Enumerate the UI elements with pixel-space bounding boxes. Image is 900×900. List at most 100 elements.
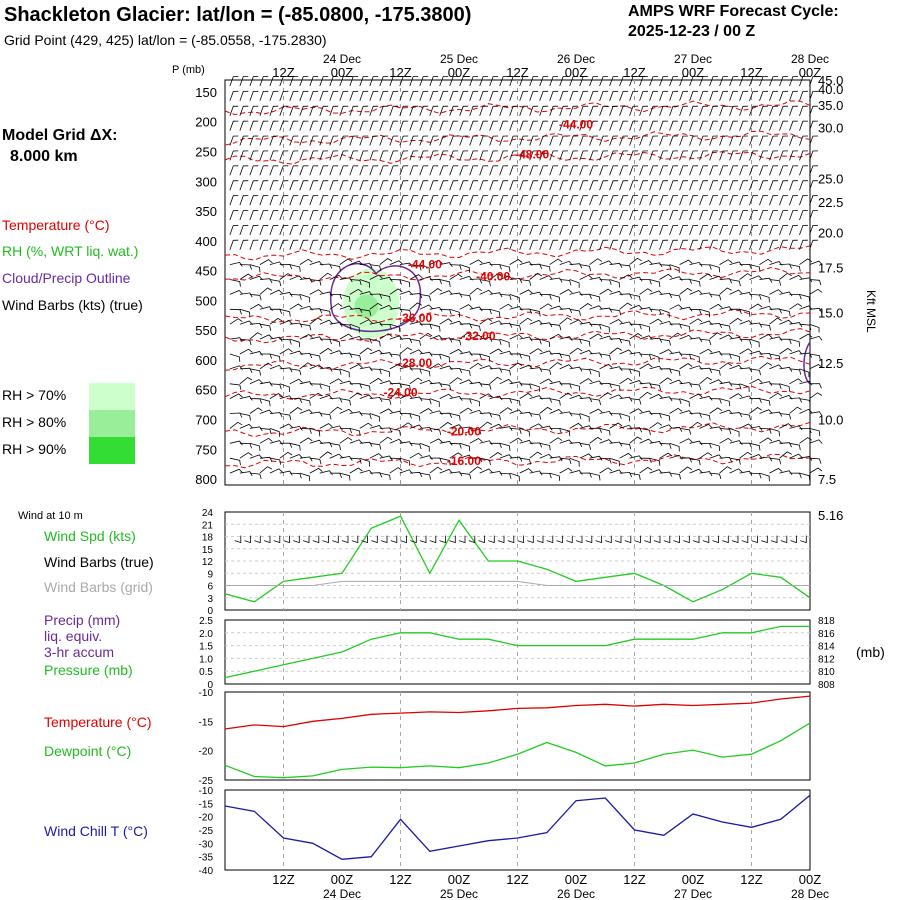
wind-ytick-9: 9 xyxy=(207,569,213,580)
wind-barb xyxy=(319,180,329,191)
temperature-label-0: -44.00 xyxy=(559,118,593,132)
wind-barb xyxy=(799,180,808,191)
wind-barb xyxy=(629,472,641,480)
wind-barb xyxy=(679,334,693,340)
wind-barb xyxy=(599,105,609,116)
wind-barb xyxy=(389,224,399,236)
wind-barb xyxy=(529,367,543,373)
wind-barb xyxy=(329,105,339,116)
wind-barb xyxy=(409,90,419,101)
wind-barb xyxy=(799,239,808,250)
wind-barb xyxy=(529,423,543,429)
wind-barb xyxy=(809,260,823,266)
wind-barb xyxy=(239,135,249,146)
wind-barb xyxy=(449,239,459,250)
wind-barb xyxy=(699,348,713,355)
wind-barb xyxy=(419,239,429,250)
wind-barb xyxy=(449,377,463,385)
wind-barb xyxy=(749,397,762,404)
wind-barb xyxy=(329,350,343,355)
wind-barb xyxy=(349,239,359,250)
wind-barb xyxy=(349,392,363,399)
wind-barb xyxy=(499,150,509,161)
wind-barb xyxy=(689,468,703,474)
wind-barb xyxy=(659,471,673,477)
wind-barb xyxy=(519,353,531,362)
wind-barb xyxy=(559,353,571,361)
wind-barb xyxy=(629,398,642,405)
wind-barb xyxy=(229,412,243,418)
legend-temperature: Temperature (°C) xyxy=(2,217,110,233)
wind-barb xyxy=(489,135,499,146)
wind-barb-true xyxy=(371,535,378,544)
wind-barb xyxy=(749,294,762,300)
wind-barb xyxy=(529,210,539,221)
wind-barb xyxy=(259,76,269,87)
pressure-tick-650: 650 xyxy=(195,383,217,398)
wind-barb xyxy=(759,90,769,101)
wind-barb xyxy=(719,195,729,206)
wind-barb-true xyxy=(322,535,329,544)
wind-barb xyxy=(549,398,561,406)
rh80-label: RH > 80% xyxy=(2,414,67,430)
wind-barb xyxy=(309,224,319,236)
wind-barb xyxy=(709,195,719,206)
wind-barb xyxy=(629,304,643,310)
wind-barb xyxy=(579,264,591,272)
wind-barb xyxy=(489,376,502,385)
wind-barb xyxy=(539,338,550,348)
wind-barb xyxy=(529,348,543,355)
wind-barb xyxy=(789,165,798,176)
wind-barb xyxy=(679,120,689,131)
wind-barb xyxy=(659,452,673,459)
wind-barb xyxy=(769,224,779,236)
wind-barb xyxy=(259,165,269,176)
wind-barb xyxy=(639,391,652,399)
wind-barb xyxy=(289,120,299,131)
wind-barb xyxy=(449,165,459,176)
top-time-tick-2: 12Z xyxy=(389,65,411,80)
wind-barb xyxy=(269,353,281,362)
wind-barb xyxy=(529,272,543,280)
wind-barb xyxy=(729,150,739,161)
wind-barb xyxy=(719,428,732,435)
wind-barb xyxy=(379,294,391,302)
wind-barb xyxy=(279,338,292,345)
wind-barb xyxy=(509,150,519,161)
bottom-time-tick-5: 00Z xyxy=(565,872,587,887)
wind-barb xyxy=(709,90,719,101)
wind-barb xyxy=(449,348,463,355)
wind-barb xyxy=(599,363,613,370)
wind-barb xyxy=(549,135,559,146)
wind-barb xyxy=(569,319,583,325)
wind-barb xyxy=(609,422,623,429)
wind-barb xyxy=(419,368,431,377)
wind-barb xyxy=(749,425,763,431)
wind-barb xyxy=(469,306,483,312)
wind-barb xyxy=(289,397,303,404)
wind-barb xyxy=(389,428,401,436)
wind-barb xyxy=(459,275,473,281)
wind-barb xyxy=(249,303,263,310)
wind-barb xyxy=(329,442,341,451)
wind-barb xyxy=(349,195,359,206)
wind-barb xyxy=(379,120,389,131)
top-day-label-1: 25 Dec xyxy=(440,52,478,66)
wind-barb xyxy=(499,120,509,131)
wind-barb-true xyxy=(653,535,661,544)
wind-barb xyxy=(389,120,399,131)
wind-barb xyxy=(589,436,603,444)
wind-barb xyxy=(699,452,713,459)
wind-barb xyxy=(499,210,509,221)
wind-barb xyxy=(649,165,659,176)
wind-barb xyxy=(239,338,252,346)
wind-barb xyxy=(369,472,383,478)
wind-barb xyxy=(759,428,772,434)
legend-wind-barbs-true: Wind Barbs (true) xyxy=(44,554,154,570)
wind-barb xyxy=(679,353,692,360)
wind-barb xyxy=(639,288,653,295)
wind-barb xyxy=(299,210,309,221)
wind-barb xyxy=(399,90,409,101)
wind-barb-true xyxy=(478,535,485,544)
wind-barb xyxy=(229,120,239,131)
